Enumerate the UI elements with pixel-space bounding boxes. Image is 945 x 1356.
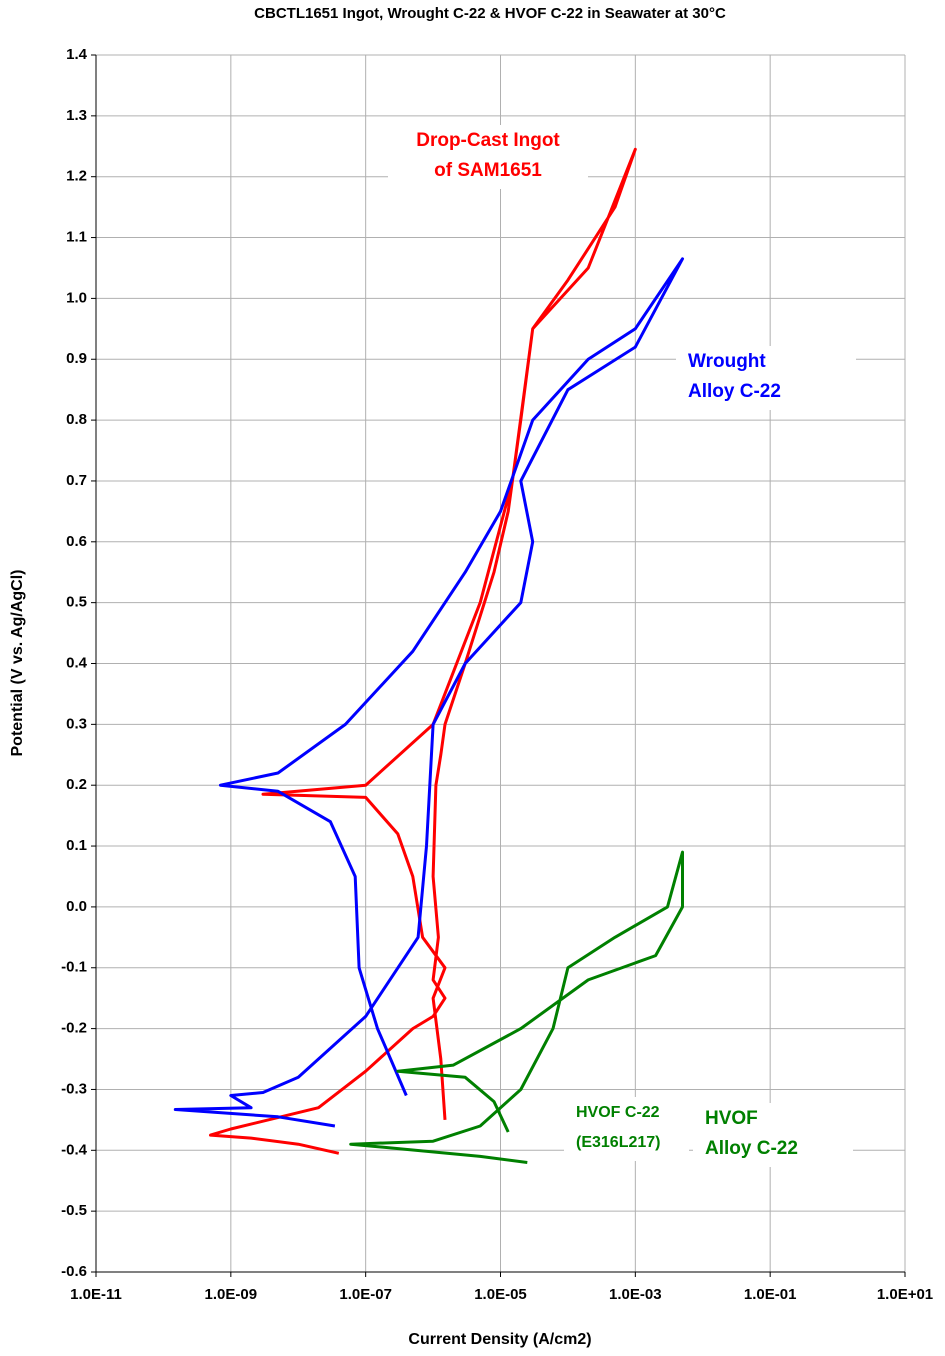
x-tick-label: 1.0E-05 <box>474 1286 527 1303</box>
y-tick-label: 0.5 <box>66 594 87 611</box>
annotation-box <box>388 125 588 189</box>
y-tick-label: -0.3 <box>61 1080 87 1097</box>
y-tick-label: -0.2 <box>61 1020 87 1037</box>
x-axis-label: Current Density (A/cm2) <box>408 1331 591 1348</box>
x-tick-label: 1.0E-11 <box>70 1286 122 1303</box>
chart-title: CBCTL1651 Ingot, Wrought C-22 & HVOF C-2… <box>254 5 726 22</box>
annotation-box <box>693 1103 853 1167</box>
y-tick-label: 0.2 <box>66 776 87 793</box>
y-tick-label: 0.1 <box>66 837 87 854</box>
data-line <box>173 257 684 1128</box>
y-axis-label: Potential (V vs. Ag/AgCl) <box>9 570 26 757</box>
y-tick-label: 1.3 <box>66 107 87 124</box>
annotation: of SAM1651 <box>434 160 542 181</box>
annotation: HVOF <box>705 1108 758 1129</box>
y-tick-label: 0.8 <box>66 411 87 428</box>
y-tick-label: -0.4 <box>61 1141 88 1158</box>
x-tick-label: 1.0E-07 <box>339 1286 392 1303</box>
annotation: Drop-Cast Ingot <box>416 130 560 151</box>
data-line <box>209 147 637 1155</box>
x-tick-label: 1.0E-03 <box>609 1286 662 1303</box>
data-line <box>349 850 684 1164</box>
annotation: HVOF C-22 <box>576 1104 660 1121</box>
y-tick-label: -0.6 <box>61 1263 87 1280</box>
x-tick-label: 1.0E+01 <box>877 1286 933 1303</box>
y-tick-label: 0.3 <box>66 715 87 732</box>
y-tick-label: 1.2 <box>66 168 87 185</box>
y-tick-label: 0.4 <box>66 654 88 671</box>
y-tick-label: -0.1 <box>61 959 87 976</box>
y-tick-label: 1.4 <box>66 46 88 63</box>
y-tick-label: 0.9 <box>66 350 87 367</box>
annotation-box <box>676 346 856 410</box>
x-tick-label: 1.0E-01 <box>744 1286 797 1303</box>
y-tick-label: 0.0 <box>66 898 87 915</box>
annotation: Wrought <box>688 351 766 372</box>
y-tick-label: -0.5 <box>61 1202 87 1219</box>
annotation: (E316L217) <box>576 1134 661 1151</box>
y-tick-label: 0.7 <box>66 472 87 489</box>
annotation: Alloy C-22 <box>688 381 781 402</box>
annotation-box <box>564 1097 689 1161</box>
y-tick-label: 1.1 <box>66 229 87 246</box>
x-tick-label: 1.0E-09 <box>205 1286 258 1303</box>
annotation: Alloy C-22 <box>705 1138 798 1159</box>
y-tick-label: 1.0 <box>66 289 87 306</box>
y-tick-label: 0.6 <box>66 533 87 550</box>
